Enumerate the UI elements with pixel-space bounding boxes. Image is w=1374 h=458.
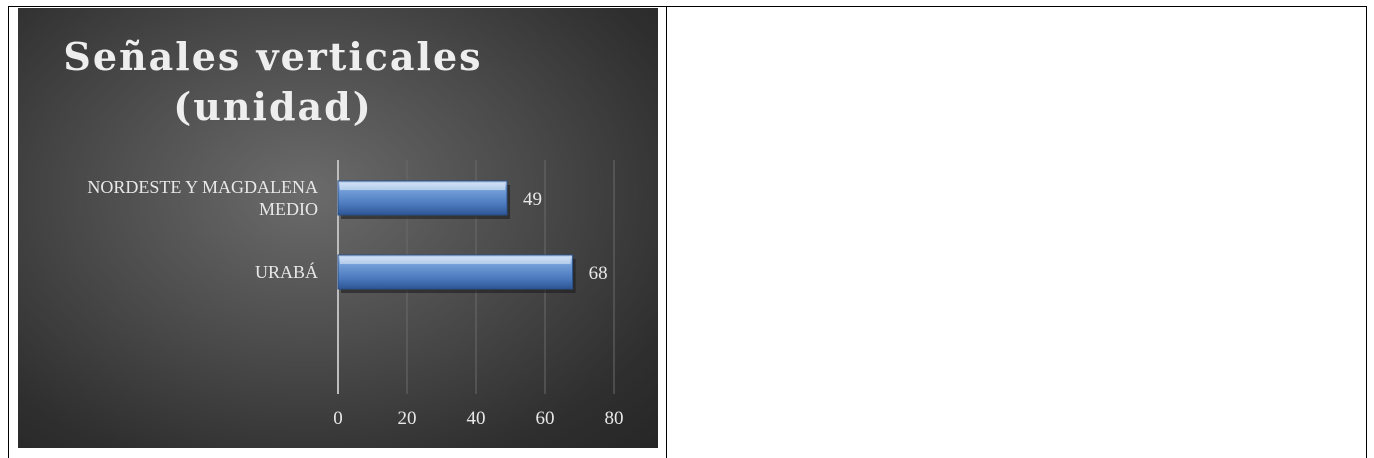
chart-title: Señales verticales (unidad) [63,34,482,129]
chart-panel: Señales verticales (unidad) 49 68 NORDEST… [18,8,658,448]
bar-highlight [340,183,506,190]
layout-table [8,6,1367,458]
bar-highlight [340,257,571,264]
data-label: 49 [523,189,542,210]
bars: 49 68 [337,180,608,293]
category-label: NORDESTE Y MAGDALENA [87,177,318,197]
data-label: 68 [589,263,608,284]
x-tick-label: 20 [398,408,417,429]
chart-title-line-2: (unidad) [173,84,372,129]
table-divider [666,6,667,458]
x-tick-label: 0 [333,408,343,429]
bar-chart: Señales verticales (unidad) 49 68 NORDEST… [63,34,623,429]
category-label: MEDIO [259,199,318,219]
x-tick-label: 80 [605,408,624,429]
x-axis-ticks: 0 20 40 60 80 [333,408,623,429]
x-tick-label: 60 [536,408,555,429]
category-label: URABÁ [255,261,318,282]
x-tick-label: 40 [467,408,486,429]
chart-title-line-1: Señales verticales [63,34,482,79]
